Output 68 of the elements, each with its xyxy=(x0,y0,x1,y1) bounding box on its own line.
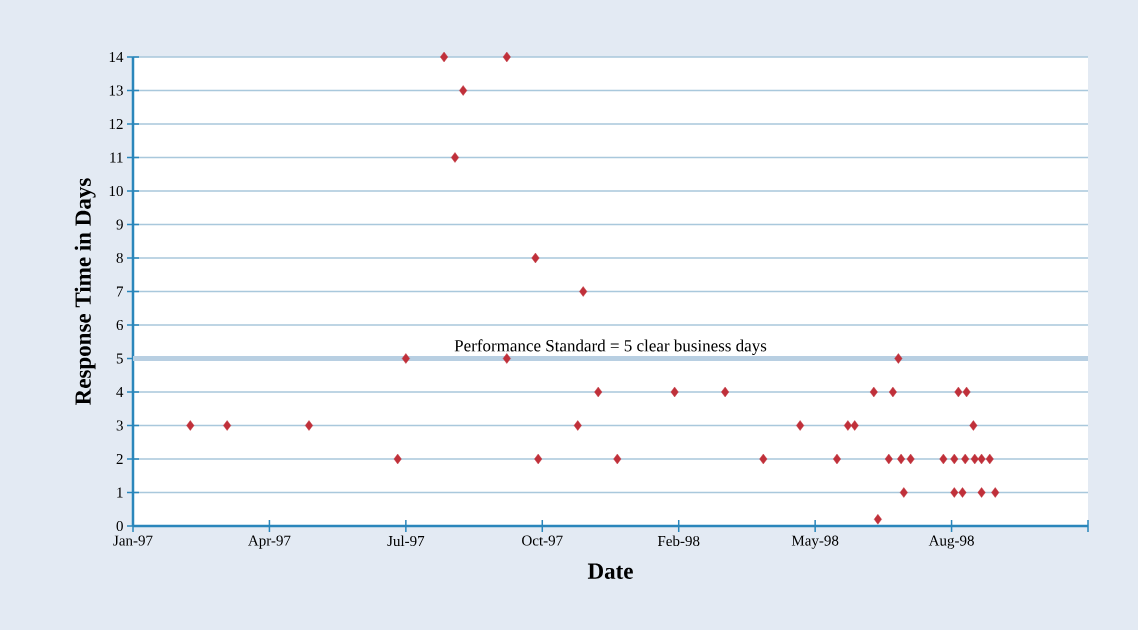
point xyxy=(534,453,543,465)
point xyxy=(502,353,511,364)
y-tick-label: 3 xyxy=(116,420,123,431)
point xyxy=(305,420,313,431)
point xyxy=(970,453,979,465)
ref-line-label: Performance Standard = 5 clear business days xyxy=(454,339,767,355)
point xyxy=(899,487,908,498)
point xyxy=(451,152,459,163)
y-tick-label: 2 xyxy=(116,454,123,464)
point xyxy=(613,453,622,465)
x-tick-label: Aug-98 xyxy=(928,535,974,549)
y-tick-label: 13 xyxy=(109,85,123,96)
x-tick-label: Feb-98 xyxy=(657,535,700,547)
point xyxy=(843,420,852,431)
point xyxy=(796,420,805,431)
point xyxy=(670,386,679,398)
y-tick-label: 1 xyxy=(117,487,123,498)
y-tick-label: 12 xyxy=(109,119,123,129)
x-tick-label: Oct-97 xyxy=(522,535,563,546)
point xyxy=(721,386,730,398)
point xyxy=(958,487,967,498)
point xyxy=(393,453,402,465)
y-tick-label: 10 xyxy=(109,185,123,197)
point xyxy=(884,453,893,465)
x-tick-label: May-98 xyxy=(791,535,839,549)
point xyxy=(850,420,859,431)
y-tick-label: 11 xyxy=(110,152,123,163)
y-axis-title: Response Time in Days xyxy=(74,178,96,405)
x-axis-title: Date xyxy=(587,563,633,579)
point xyxy=(977,453,986,465)
point xyxy=(894,353,903,364)
y-tick-label: 5 xyxy=(116,353,123,364)
point xyxy=(502,51,511,63)
point xyxy=(977,487,986,498)
point xyxy=(954,386,963,398)
point xyxy=(440,51,449,63)
point xyxy=(950,487,959,498)
y-tick-label: 9 xyxy=(116,219,123,230)
x-tick-label: Jan-97 xyxy=(113,535,153,546)
y-tick-label: 14 xyxy=(109,52,124,62)
y-tick-label: 6 xyxy=(116,319,124,331)
point xyxy=(869,386,878,398)
x-tick-label: Apr-97 xyxy=(248,535,291,549)
point xyxy=(962,386,971,398)
point xyxy=(594,386,603,398)
point xyxy=(401,353,410,364)
point xyxy=(873,514,882,525)
point xyxy=(531,252,540,264)
point xyxy=(961,453,970,465)
point xyxy=(939,453,948,465)
point xyxy=(573,420,582,431)
x-tick-label: Jul-97 xyxy=(387,535,425,547)
point xyxy=(906,453,915,465)
y-tick-label: 7 xyxy=(116,286,124,297)
point xyxy=(186,420,195,431)
point xyxy=(991,487,1000,498)
point xyxy=(223,420,232,431)
y-tick-label: 0 xyxy=(116,520,123,532)
y-tick-label: 8 xyxy=(116,252,123,264)
point xyxy=(579,286,588,297)
point xyxy=(985,453,994,465)
point xyxy=(888,386,897,398)
point xyxy=(759,453,768,465)
point xyxy=(969,420,978,431)
point xyxy=(950,453,959,465)
y-tick-label: 4 xyxy=(116,387,124,397)
point xyxy=(459,85,468,96)
point xyxy=(897,453,906,465)
